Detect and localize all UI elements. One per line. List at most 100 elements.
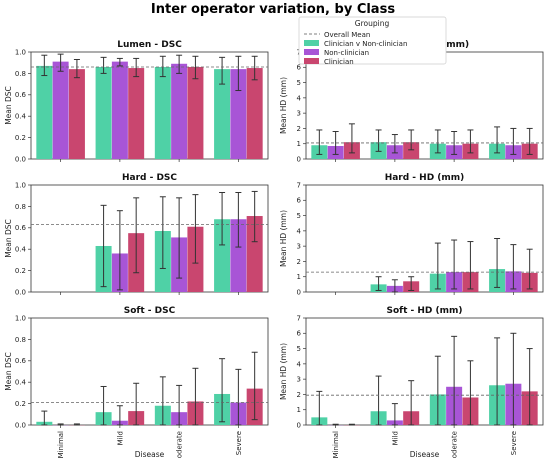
legend-label-non-clinician: Non-clinician [324,49,369,57]
x-tick-label-minimal: Minimal [57,431,65,458]
legend-label-clinician: Clinician [324,58,354,66]
y-tick-label: 0.8 [15,336,26,344]
bar-clinician-mild [403,142,420,159]
y-tick-label: 0.6 [15,357,27,365]
x-axis-label: Disease [410,450,440,458]
y-tick-label: 1 [297,406,301,414]
y-tick-label: 7 [297,181,301,189]
y-tick-label: 6 [297,330,302,338]
x-tick-label-severe: Severe [510,431,518,455]
y-tick-label: 1.0 [15,181,26,189]
legend-label-clinician-v-non-clinician: Clinician v Non-clinician [324,40,407,48]
y-tick-label: 0.4 [15,246,27,254]
bar-non-clinician-mild [111,61,128,159]
bar-clinician-v-non-clinician-moderate [154,66,171,159]
y-tick-label: 3 [297,376,301,384]
y-tick-label: 0.6 [15,91,27,99]
x-tick-label-moderate: Moderate [451,431,459,458]
y-tick-label: 0.0 [15,421,26,429]
y-tick-label: 6 [297,64,302,72]
bar-clinician-mild [128,68,145,159]
x-axis-label: Disease [135,450,165,458]
y-tick-label: 2 [297,258,301,266]
bar-clinician-v-non-clinician-severe [214,219,231,292]
y-tick-label: 0.0 [15,155,26,163]
y-tick-label: 3 [297,243,301,251]
bar-non-clinician-severe [230,69,247,159]
y-tick-label: 0.8 [15,203,26,211]
y-axis-label: Mean HD (mm) [279,210,288,267]
y-tick-label: 0.2 [15,134,26,142]
y-tick-label: 0.6 [15,224,27,232]
y-tick-label: 0 [297,288,301,296]
bar-clinician-moderate [187,66,204,159]
legend-overall-label: Overall Mean [324,31,370,39]
legend-swatch-non-clinician [304,49,319,55]
y-axis-label: Mean DSC [4,352,13,391]
y-tick-label: 0 [297,155,301,163]
bar-clinician-minimal [68,69,85,159]
y-tick-label: 5 [297,79,301,87]
y-axis-label: Mean HD (mm) [279,343,288,400]
y-tick-label: 0.2 [15,400,26,408]
bar-clinician-v-non-clinician-minimal [36,65,53,159]
panel-lumen-dsc: Lumen - DSC 0.0 0.2 0.4 0.6 0.8 1.0 Mean DSC [4,40,269,163]
panel-title: Lumen - DSC [117,40,182,50]
plot-area [305,184,544,293]
bar-clinician-v-non-clinician-severe [214,69,231,159]
figure-title: Inter operator variation, by Class [151,2,395,17]
plot-area [30,317,269,426]
bar-non-clinician-moderate [171,63,188,159]
y-tick-label: 5 [297,212,301,220]
legend-title: Grouping [355,19,390,28]
y-tick-label: 1 [297,273,301,281]
plot-area [30,51,269,160]
y-axis-label: Mean DSC [4,219,13,258]
y-tick-label: 6 [297,197,302,205]
y-axis-label: Mean HD (mm) [279,77,288,134]
y-tick-label: 1.0 [15,314,26,322]
y-tick-label: 1 [297,140,301,148]
y-tick-label: 7 [297,314,301,322]
bar-clinician-severe [246,216,263,292]
y-tick-label: 0.2 [15,267,26,275]
panel-title: Soft - DSC [124,306,176,316]
y-tick-label: 3 [297,110,301,118]
legend-swatch-clinician-v-non-clinician [304,40,319,46]
panel-hard-hd-mm: Hard - HD (mm) 0 1 2 3 4 5 6 7 Mean HD (mm) [279,173,544,296]
panel-soft-hd-mm: Soft - HD (mm) 0 1 2 3 4 5 6 7 Mean HD (mm) Minima… [279,306,544,458]
panel-title: Soft - HD (mm) [386,306,462,316]
y-tick-label: 2 [297,125,301,133]
plot-area [30,184,269,293]
panel-title: Hard - HD (mm) [385,173,465,183]
y-tick-label: 4 [297,227,302,235]
panel-soft-dsc: Soft - DSC 0.0 0.2 0.4 0.6 0.8 1.0 Mean DSC Mini… [4,306,269,458]
y-tick-label: 0.8 [15,70,26,78]
y-tick-label: 0 [297,421,301,429]
legend-swatch-clinician [304,58,319,64]
x-tick-label-moderate: Moderate [176,431,184,458]
legend: Grouping Overall Mean Clinician v Non-cl… [298,16,447,66]
x-tick-label-mild: Mild [116,431,124,445]
x-tick-label-mild: Mild [391,431,399,445]
y-tick-label: 0.4 [15,379,27,387]
y-tick-label: 1.0 [15,48,26,56]
bar-non-clinician-minimal [52,61,69,159]
y-tick-label: 4 [297,360,302,368]
panel-hard-dsc: Hard - DSC 0.0 0.2 0.4 0.6 0.8 1.0 Mean DSC [4,173,269,296]
bar-clinician-v-non-clinician-mild [95,66,112,159]
bar-non-clinician-severe [230,219,247,292]
plot-area [305,317,544,426]
x-tick-label-minimal: Minimal [332,431,340,458]
bar-clinician-severe [246,68,263,159]
legend-box [298,16,447,65]
panel-title: Hard - DSC [122,173,177,183]
y-tick-label: 4 [297,94,302,102]
y-tick-label: 0.4 [15,113,27,121]
x-tick-label-severe: Severe [235,431,243,455]
y-axis-label: Mean DSC [4,86,13,125]
y-tick-label: 5 [297,345,301,353]
y-tick-label: 2 [297,391,301,399]
